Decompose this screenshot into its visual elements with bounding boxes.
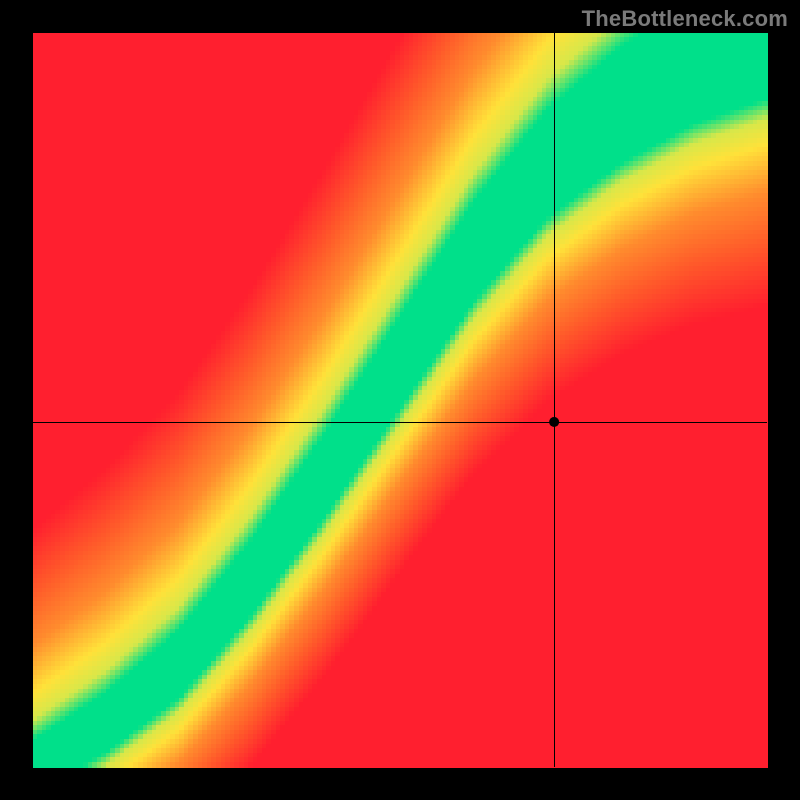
watermark-label: TheBottleneck.com <box>582 6 788 32</box>
chart-stage: TheBottleneck.com <box>0 0 800 800</box>
bottleneck-heatmap-canvas <box>0 0 800 800</box>
